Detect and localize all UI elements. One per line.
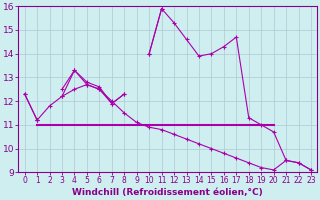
X-axis label: Windchill (Refroidissement éolien,°C): Windchill (Refroidissement éolien,°C) bbox=[72, 188, 263, 197]
